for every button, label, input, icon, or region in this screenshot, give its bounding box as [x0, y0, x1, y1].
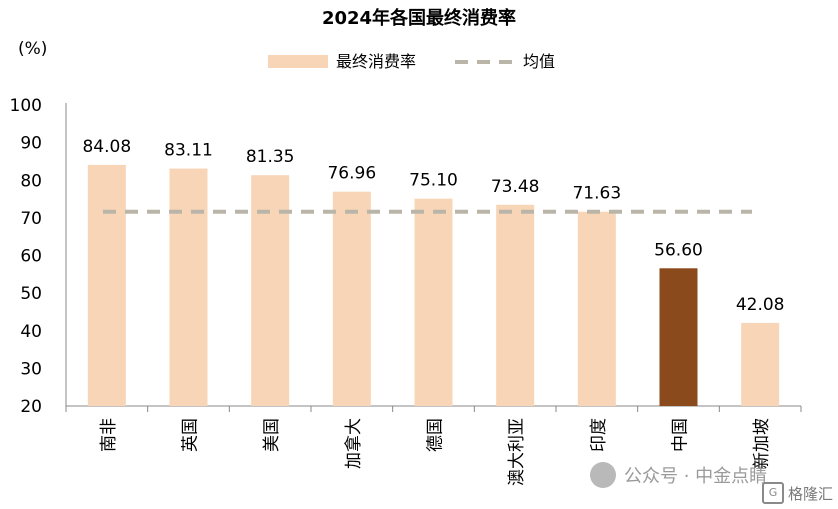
y-tick-label: 50 — [20, 284, 42, 304]
category-label: 德国 — [426, 418, 446, 452]
brand-mark: G 格隆汇 — [762, 482, 833, 504]
bar — [496, 204, 535, 406]
data-label: 73.48 — [491, 177, 540, 197]
data-label: 42.08 — [736, 295, 785, 315]
legend-line-label: 均值 — [523, 52, 555, 71]
data-label: 76.96 — [327, 164, 376, 184]
bar — [659, 268, 698, 406]
y-tick-label: 80 — [20, 171, 42, 191]
watermark-text: 公众号 · 中金点睛 — [624, 466, 768, 487]
brand-name: 格隆汇 — [788, 484, 834, 503]
y-tick-label: 40 — [20, 322, 42, 342]
category-label: 英国 — [181, 418, 201, 452]
y-tick-label: 60 — [20, 247, 42, 267]
legend-bar-swatch — [268, 55, 328, 68]
category-label: 加拿大 — [343, 418, 364, 469]
data-label: 84.08 — [82, 137, 131, 157]
category-label: 美国 — [262, 418, 282, 452]
bar — [169, 168, 208, 406]
category-label: 新加坡 — [752, 418, 772, 469]
category-label: 中国 — [671, 418, 691, 452]
watermark: 公众号 · 中金点睛 — [590, 462, 767, 488]
chart-title: 2024年各国最终消费率 — [321, 8, 517, 29]
y-tick-label: 30 — [20, 359, 42, 379]
y-tick-label: 70 — [20, 209, 42, 229]
category-label: 南非 — [99, 418, 119, 452]
data-label: 75.10 — [409, 171, 458, 191]
data-label: 83.11 — [164, 141, 213, 161]
data-label: 56.60 — [654, 240, 703, 260]
y-axis-unit-label: (%) — [18, 39, 47, 59]
y-tick-label: 20 — [20, 397, 42, 417]
wechat-icon — [590, 462, 616, 488]
legend-bar-label: 最终消费率 — [336, 52, 416, 71]
data-label: 71.63 — [572, 184, 621, 204]
y-tick-label: 90 — [20, 134, 42, 154]
bar — [414, 198, 453, 406]
data-label: 81.35 — [246, 147, 295, 167]
bar — [741, 322, 780, 406]
category-label: 印度 — [589, 418, 609, 452]
bar — [577, 211, 616, 406]
category-label: 澳大利亚 — [507, 418, 527, 486]
brand-logo-icon: G — [762, 482, 784, 504]
y-tick-label: 100 — [10, 96, 42, 116]
bar — [87, 164, 126, 406]
bar — [332, 191, 371, 406]
